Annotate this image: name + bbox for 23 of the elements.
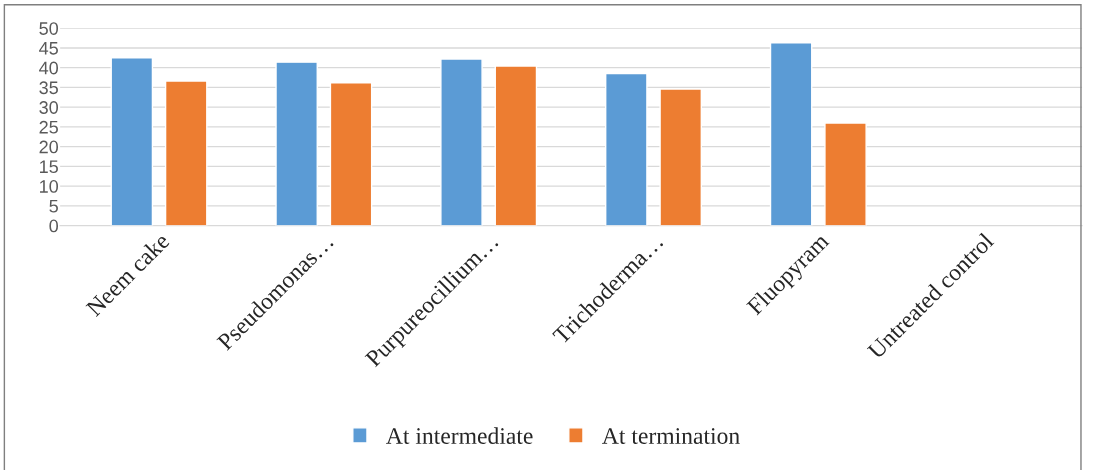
bar bbox=[659, 88, 703, 226]
bar bbox=[164, 80, 208, 226]
y-tick-label: 45 bbox=[39, 42, 58, 55]
legend-label: At termination bbox=[602, 428, 740, 444]
bar bbox=[329, 81, 373, 226]
bar bbox=[605, 72, 648, 226]
y-tick-label: 0 bbox=[49, 219, 59, 233]
legend-label: At intermediate bbox=[386, 427, 533, 444]
y-tick-label: 20 bbox=[39, 140, 59, 154]
y-tick-label: 35 bbox=[39, 81, 58, 95]
y-tick-label: 10 bbox=[40, 180, 59, 193]
y-tick-label: 25 bbox=[39, 120, 58, 134]
y-tick-label: 5 bbox=[49, 199, 58, 213]
bar bbox=[769, 42, 813, 226]
bar bbox=[824, 122, 867, 226]
bar bbox=[440, 58, 483, 226]
bar bbox=[110, 57, 154, 226]
y-tick-label: 40 bbox=[39, 61, 59, 75]
y-tick-label: 50 bbox=[39, 22, 59, 35]
y-tick-label: 15 bbox=[40, 160, 58, 174]
bar bbox=[494, 65, 538, 226]
y-tick-label: 30 bbox=[39, 101, 59, 114]
bar bbox=[275, 61, 318, 226]
